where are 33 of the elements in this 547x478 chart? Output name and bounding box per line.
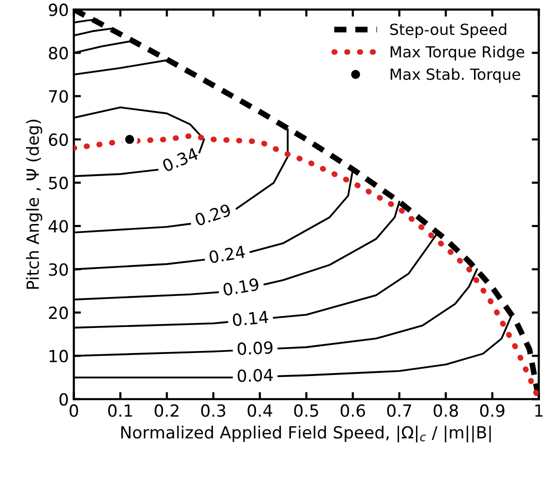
x-tick-label: 0.4 [248, 404, 272, 417]
legend-label: Max Stab. Torque [390, 68, 520, 83]
y-tick-label: 20 [48, 306, 68, 320]
x-tick-label: 0.1 [108, 404, 132, 417]
y-tick-label: 30 [49, 263, 68, 276]
text: 0.34 [162, 147, 199, 172]
y-axis-title: Pitch Angle , Ψ (deg) [26, 120, 42, 289]
x-tick-label: 0.5 [294, 404, 318, 417]
x-tick-label: 1 [535, 404, 543, 417]
y-tick-label: 0 [59, 393, 68, 406]
text: 0.19 [222, 278, 260, 296]
text: 0.24 [208, 245, 246, 264]
text: 0.29 [194, 203, 232, 226]
text: 0.14 [232, 310, 269, 326]
legend-label: Max Torque Ridge [390, 46, 524, 61]
y-tick-label: 90 [48, 4, 68, 16]
x-axis-title: Normalized Applied Field Speed, |Ω|$_{c}$ / |m||B| [121, 426, 491, 442]
legend-label: Step-out Speed [390, 23, 506, 38]
series-label: 0.04 [238, 368, 273, 382]
series-label: 0.09 [237, 340, 273, 356]
x-tick-label: 0.2 [154, 404, 178, 417]
x-tick-label: 0.7 [387, 404, 412, 417]
y-tick-label: 80 [48, 46, 68, 60]
y-tick-label: 60 [48, 133, 68, 146]
x-tick-label: 0.8 [434, 404, 458, 417]
x-tick-label: 0.9 [480, 404, 504, 417]
x-tick-label: 0.3 [201, 404, 226, 417]
y-tick-label: 70 [49, 90, 68, 103]
x-tick-label: 0 [70, 404, 78, 417]
x-tick-label: 0.6 [340, 404, 366, 417]
y-tick-label: 40 [48, 220, 68, 233]
y-tick-label: 50 [49, 176, 68, 190]
y-tick-label: 10 [50, 350, 68, 362]
